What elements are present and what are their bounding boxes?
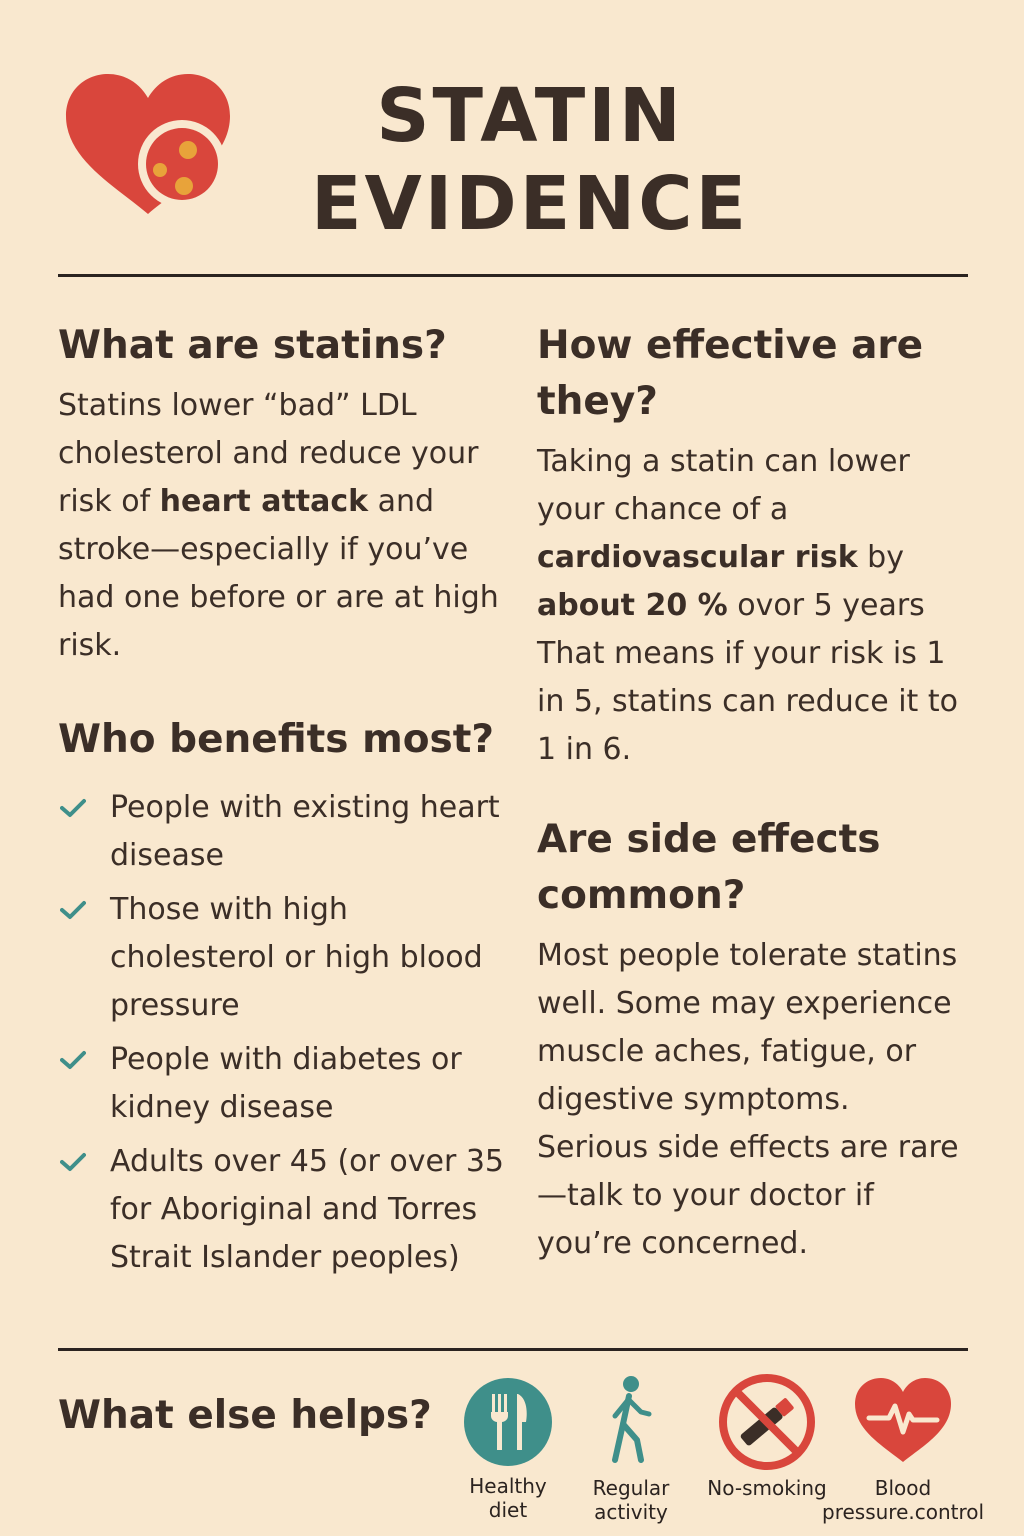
what-are-text-part-2: and stroke—especially if you’ve had one …: [58, 484, 499, 663]
what-else-helps-heading: What else helps?: [58, 1393, 432, 1438]
list-item: Adults over 45 (or over 35 for Aborigina…: [58, 1138, 513, 1282]
what-are-bold-heart-attack: heart attack: [159, 484, 369, 519]
checkmark-icon: [60, 1051, 86, 1069]
help-item-no-smoking: No-smoking: [702, 1372, 832, 1500]
left-column: What are statins? Statins lower “bad” LD…: [58, 318, 513, 1288]
how-effective-heading: How effective are they?: [537, 323, 924, 424]
checkmark-icon: [60, 1153, 86, 1171]
what-are-statins-heading: What are statins?: [58, 323, 447, 368]
what-are-text-part-1: Statins lower “bad” LDL cholesterol and …: [58, 388, 479, 519]
benefit-text: People with existing heart disease: [110, 790, 500, 873]
effective-text-part-3: ovor 5 years That means if your risk is …: [537, 588, 958, 767]
top-divider: [58, 274, 968, 277]
benefit-text: Those with high cholesterol or high bloo…: [110, 892, 483, 1023]
right-column: How effective are they? Taking a statin …: [537, 318, 967, 1268]
help-item-regular-activity: Regular activity: [586, 1374, 676, 1524]
bottom-divider: [58, 1348, 968, 1351]
help-label: Regular activity: [592, 1476, 670, 1524]
help-item-healthy-diet: Healthy diet: [455, 1376, 561, 1522]
heart-logo-icon: [66, 74, 230, 214]
who-benefits-heading: Who benefits most?: [58, 717, 494, 762]
help-label: Blood pressure.control: [822, 1476, 985, 1524]
benefit-text: People with diabetes or kidney disease: [110, 1042, 462, 1125]
list-item: People with existing heart disease: [58, 784, 513, 880]
page-title-line-2: EVIDENCE: [310, 161, 750, 247]
list-item: People with diabetes or kidney disease: [58, 1036, 513, 1132]
effective-text-part-2: by: [857, 540, 904, 575]
help-label: No-smoking: [707, 1476, 827, 1500]
heart-pulse-icon: [855, 1378, 951, 1462]
no-smoking-icon: [719, 1374, 815, 1470]
page-title-line-1: STATIN: [376, 73, 684, 159]
checkmark-icon: [60, 799, 86, 817]
benefits-list: People with existing heart disease Those…: [58, 784, 513, 1282]
how-effective-text: Taking a statin can lower your chance of…: [537, 438, 967, 774]
checkmark-icon: [60, 901, 86, 919]
side-effects-text: Most people tolerate statins well. Some …: [537, 938, 959, 1261]
effective-bold-percent: about 20 %: [537, 588, 728, 623]
benefit-text: Adults over 45 (or over 35 for Aborigina…: [110, 1144, 504, 1275]
page-title: STATIN EVIDENCE: [300, 72, 760, 248]
walking-person-icon: [612, 1376, 652, 1463]
effective-text-part-1: Taking a statin can lower your chance of…: [537, 444, 910, 527]
what-are-statins-text: Statins lower “bad” LDL cholesterol and …: [58, 382, 513, 670]
list-item: Those with high cholesterol or high bloo…: [58, 886, 513, 1030]
side-effects-heading: Are side effects common?: [537, 817, 881, 918]
help-item-blood-pressure: Blood pressure.control: [818, 1374, 988, 1524]
help-label: Healthy diet: [469, 1474, 547, 1522]
fork-knife-icon: [464, 1378, 552, 1466]
effective-bold-cv-risk: cardiovascular risk: [537, 540, 858, 575]
